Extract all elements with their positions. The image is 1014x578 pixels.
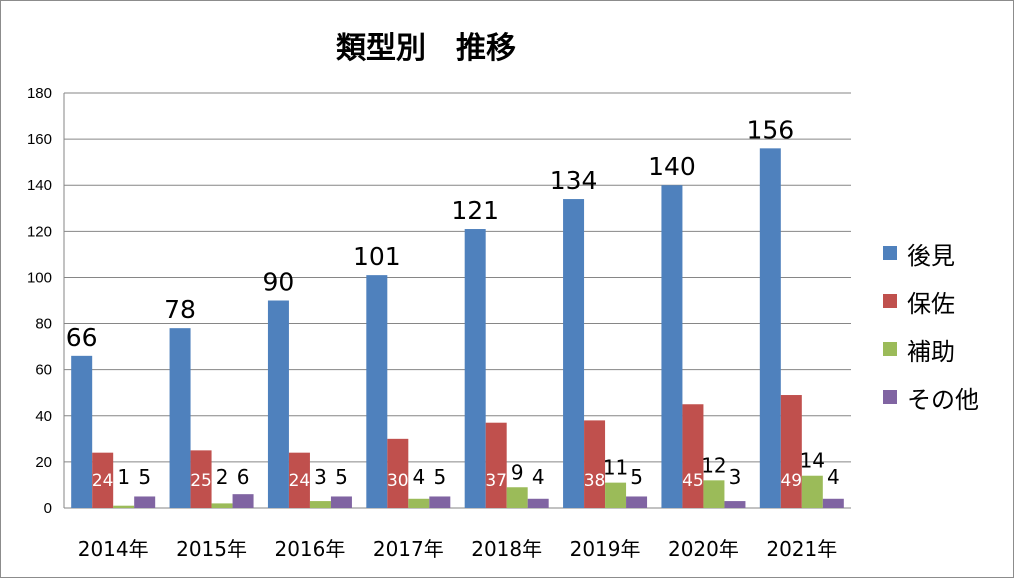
data-label: 6 — [237, 465, 250, 489]
data-label: 37 — [485, 471, 507, 491]
x-tick-label: 2021年 — [766, 537, 837, 561]
data-label: 5 — [433, 465, 446, 489]
data-label: 4 — [827, 465, 840, 489]
x-tick-label: 2016年 — [274, 537, 345, 561]
bar-補助 — [113, 505, 135, 508]
bar-その他 — [330, 496, 352, 508]
x-tick-label: 2018年 — [471, 537, 542, 561]
legend-item: 後見 — [883, 229, 979, 277]
x-tick-label: 2019年 — [570, 537, 641, 561]
y-tick-label: 120 — [27, 223, 52, 240]
legend: 後見 保佐 補助 その他 — [883, 229, 979, 421]
bar-後見 — [759, 148, 781, 509]
data-label: 24 — [289, 471, 311, 491]
legend-swatch — [883, 294, 897, 308]
bar-保佐 — [485, 422, 507, 508]
data-label: 30 — [387, 471, 409, 491]
data-label: 156 — [746, 115, 794, 144]
data-label: 45 — [682, 471, 704, 491]
data-label: 1 — [117, 465, 130, 489]
data-label: 121 — [451, 196, 499, 225]
data-label: 9 — [511, 460, 524, 484]
bar-保佐 — [584, 420, 606, 508]
y-tick-label: 140 — [27, 177, 52, 194]
data-label: 78 — [164, 295, 196, 324]
bar-後見 — [366, 275, 388, 508]
bar-後見 — [267, 300, 289, 508]
bar-保佐 — [92, 452, 114, 508]
legend-swatch — [883, 342, 897, 356]
bar-補助 — [408, 498, 430, 508]
data-label: 49 — [780, 471, 802, 491]
data-label: 38 — [584, 471, 606, 491]
bar-その他 — [527, 498, 549, 508]
data-label: 101 — [353, 242, 401, 271]
bar-補助 — [506, 487, 528, 508]
x-tick-label: 2015年 — [176, 537, 247, 561]
bar-その他 — [134, 496, 156, 508]
legend-item: その他 — [883, 373, 979, 421]
bar-保佐 — [190, 450, 212, 508]
x-tick-label: 2014年 — [78, 537, 149, 561]
bar-後見 — [563, 199, 585, 509]
bar-補助 — [801, 475, 823, 508]
data-label: 5 — [335, 465, 348, 489]
bar-その他 — [822, 498, 844, 508]
x-tick-label: 2020年 — [668, 537, 739, 561]
bar-補助 — [211, 503, 233, 508]
y-tick-label: 160 — [27, 131, 52, 148]
data-label: 5 — [138, 465, 151, 489]
data-label: 11 — [603, 456, 628, 480]
bar-保佐 — [387, 438, 409, 508]
data-label: 4 — [532, 465, 545, 489]
y-tick-label: 180 — [27, 85, 52, 102]
data-label: 4 — [412, 465, 425, 489]
bar-その他 — [626, 496, 648, 508]
x-tick-label: 2017年 — [373, 537, 444, 561]
legend-label: 補助 — [907, 337, 955, 366]
data-label: 25 — [190, 471, 212, 491]
bar-補助 — [605, 482, 627, 508]
data-label: 12 — [701, 453, 726, 477]
y-tick-label: 0 — [44, 500, 52, 517]
bar-後見 — [169, 328, 191, 508]
y-tick-label: 100 — [27, 269, 52, 286]
data-label: 2 — [216, 465, 229, 489]
bar-その他 — [724, 501, 746, 508]
data-label: 5 — [630, 465, 643, 489]
bar-保佐 — [682, 404, 704, 508]
legend-label: 保佐 — [907, 289, 955, 318]
data-label: 66 — [66, 323, 98, 352]
y-tick-label: 80 — [35, 316, 52, 333]
legend-label: 後見 — [907, 241, 955, 270]
y-tick-label: 60 — [35, 362, 52, 379]
y-tick-label: 40 — [35, 408, 52, 425]
legend-swatch — [883, 390, 897, 404]
legend-item: 保佐 — [883, 277, 979, 325]
bar-後見 — [661, 185, 683, 508]
data-label: 3 — [314, 465, 327, 489]
bar-保佐 — [780, 395, 802, 508]
data-label: 90 — [263, 268, 295, 297]
bar-補助 — [703, 480, 725, 508]
bar-後見 — [464, 229, 486, 508]
data-label: 3 — [729, 465, 742, 489]
data-label: 134 — [550, 166, 598, 195]
bar-補助 — [309, 501, 331, 508]
bar-保佐 — [288, 452, 310, 508]
bar-後見 — [71, 355, 93, 508]
chart-title: 類型別 推移 — [336, 31, 516, 66]
legend-swatch — [883, 246, 897, 260]
bar-その他 — [232, 494, 254, 508]
data-label: 14 — [800, 449, 825, 473]
y-tick-label: 20 — [35, 454, 52, 471]
legend-label: その他 — [907, 385, 979, 414]
bar-その他 — [429, 496, 451, 508]
legend-item: 補助 — [883, 325, 979, 373]
data-label: 140 — [648, 152, 696, 181]
data-label: 24 — [92, 471, 114, 491]
